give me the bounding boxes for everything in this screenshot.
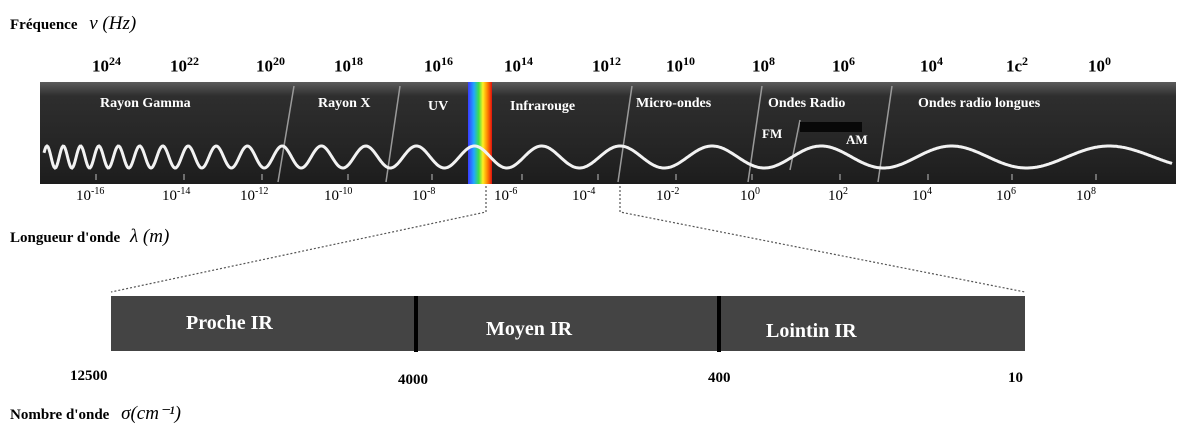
ir-divider bbox=[414, 296, 418, 352]
wavelength-tick: 10-16 bbox=[76, 186, 105, 204]
wavelength-tick: 102 bbox=[828, 186, 848, 204]
zoom-connector bbox=[110, 186, 1026, 293]
wavelength-tick: 10-12 bbox=[240, 186, 269, 204]
region-uv: UV bbox=[428, 99, 449, 114]
visible-spectrum-strip bbox=[468, 82, 492, 184]
freq-tick: 1c2 bbox=[1006, 54, 1029, 76]
ir-divider bbox=[717, 296, 721, 352]
ir-far-label: Lointin IR bbox=[766, 320, 857, 342]
ir-near-label: Proche IR bbox=[186, 312, 273, 334]
wavelength-tick: 10-10 bbox=[324, 186, 353, 204]
wavelength-symbol: λ (m) bbox=[129, 226, 170, 247]
wavelength-tick: 10-6 bbox=[494, 186, 518, 204]
frequency-symbol: ν (Hz) bbox=[89, 13, 137, 34]
freq-tick: 1018 bbox=[334, 54, 363, 76]
frequency-axis-label: Fréquence ν (Hz) bbox=[10, 13, 137, 34]
separator-radio-long bbox=[877, 85, 893, 183]
wavelength-tick: 10-14 bbox=[162, 186, 191, 204]
em-wave bbox=[42, 144, 1173, 170]
wavelength-tick: 10-8 bbox=[412, 186, 436, 204]
wavelength-tick: 106 bbox=[996, 186, 1016, 204]
freq-tick: 1024 bbox=[92, 54, 121, 76]
region-infrared: Infrarouge bbox=[510, 99, 576, 114]
wavenumber-symbol: σ(cm⁻¹) bbox=[121, 403, 181, 424]
freq-tick: 1012 bbox=[592, 54, 621, 76]
wavenumber-tick: 10 bbox=[1008, 370, 1023, 386]
separator-x-uv bbox=[385, 85, 401, 183]
region-long-radio: Ondes radio longues bbox=[918, 96, 1041, 111]
wavelength-tick: 108 bbox=[1076, 186, 1096, 204]
wavelength-tick: 10-2 bbox=[656, 186, 680, 204]
ir-mid-label: Moyen IR bbox=[486, 318, 573, 340]
region-microwave: Micro-ondes bbox=[636, 96, 712, 111]
freq-tick: 108 bbox=[752, 54, 775, 76]
ir-subregion-bar bbox=[111, 296, 1025, 351]
wavenumber-tick: 400 bbox=[708, 370, 731, 386]
wavenumber-tick: 4000 bbox=[398, 372, 428, 388]
region-gamma: Rayon Gamma bbox=[100, 96, 191, 111]
separator-gamma-x bbox=[277, 85, 295, 183]
wavelength-axis-label: Longueur d'onde λ (m) bbox=[10, 226, 170, 247]
sub-band-am: AM bbox=[846, 132, 868, 147]
freq-tick: 1016 bbox=[424, 54, 453, 76]
freq-tick: 1020 bbox=[256, 54, 285, 76]
freq-tick: 1010 bbox=[666, 54, 695, 76]
band-tick-marks bbox=[95, 174, 1097, 180]
region-x: Rayon X bbox=[318, 96, 371, 111]
wavelength-tick: 100 bbox=[740, 186, 760, 204]
wavelength-tick: 10-4 bbox=[572, 186, 596, 204]
freq-tick: 106 bbox=[832, 54, 855, 76]
freq-tick: 1022 bbox=[170, 54, 199, 76]
wavenumber-tick: 12500 bbox=[70, 368, 108, 384]
separator-fm-am bbox=[789, 119, 801, 171]
region-radio: Ondes Radio bbox=[768, 96, 846, 111]
freq-tick: 1014 bbox=[504, 54, 533, 76]
freq-tick: 100 bbox=[1088, 54, 1111, 76]
wavenumber-axis-label: Nombre d'onde σ(cm⁻¹) bbox=[10, 403, 181, 424]
freq-tick: 104 bbox=[920, 54, 943, 76]
separator-ir-micro bbox=[617, 85, 633, 183]
sub-band-fm: FM bbox=[762, 126, 783, 141]
fm-am-box bbox=[800, 122, 862, 132]
wavelength-tick: 104 bbox=[912, 186, 932, 204]
